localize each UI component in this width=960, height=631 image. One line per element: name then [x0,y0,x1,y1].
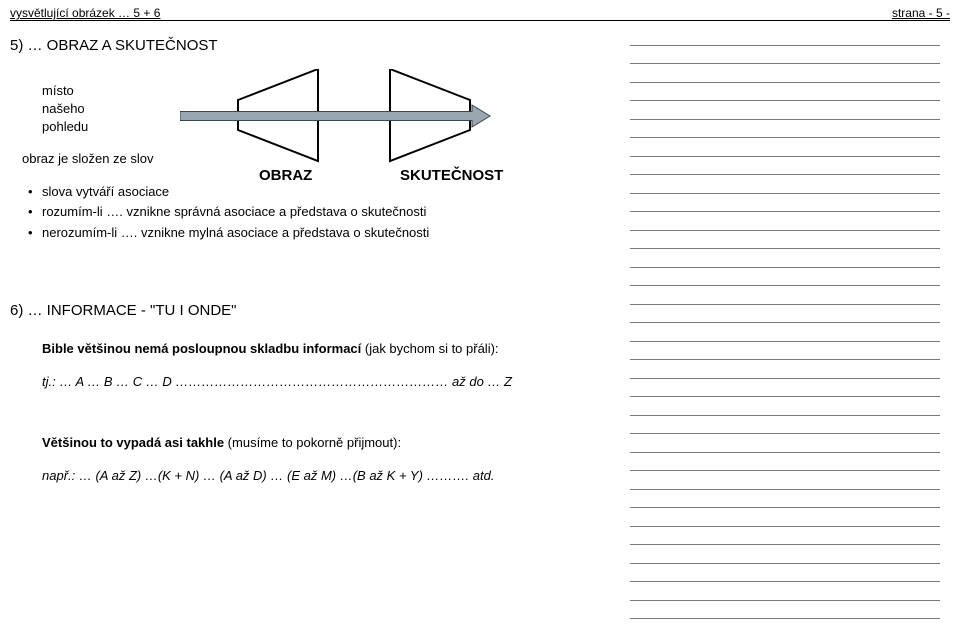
note-line [630,601,940,620]
note-line [630,305,940,324]
note-line [630,416,940,435]
note-line [630,564,940,583]
note-line [630,342,940,361]
note-line [630,508,940,527]
note-line [630,120,940,139]
bullet-item: slova vytváří asociace [28,182,630,203]
note-line [630,231,940,250]
bible-line: Bible většinou nemá posloupnou skladbu i… [42,341,630,356]
note-line [630,46,940,65]
note-line [630,64,940,83]
bullet-item: rozumím-li …. vznikne správná asociace a… [28,202,630,223]
vetsinou-bold: Většinou to vypadá asi takhle [42,435,224,450]
note-line [630,379,940,398]
note-line [630,527,940,546]
note-line [630,249,940,268]
note-line [630,360,940,379]
note-line [630,83,940,102]
note-line [630,453,940,472]
note-line [630,397,940,416]
note-line [630,434,940,453]
header-right: strana - 5 - [892,6,950,20]
obraz-skutecnost-diagram [180,69,520,169]
note-line [630,27,940,46]
napr-line: např.: … (A až Z) …(K + N) … (A až D) … … [42,468,630,483]
note-line [630,175,940,194]
note-line [630,157,940,176]
bible-bold: Bible většinou nemá posloupnou skladbu i… [42,341,361,356]
bullets-list: slova vytváří asociace rozumím-li …. vzn… [28,182,630,244]
note-line [630,268,940,287]
vetsinou-line: Většinou to vypadá asi takhle (musíme to… [42,435,630,450]
note-line [630,138,940,157]
note-line [630,323,940,342]
note-line [630,212,940,231]
vetsinou-rest: (musíme to pokorně přijmout): [224,435,401,450]
note-line [630,545,940,564]
notes-column [630,21,940,619]
section6-title: 6) … INFORMACE - "TU I ONDE" [10,302,630,319]
note-line [630,101,940,120]
note-line [630,194,940,213]
bullet-item: nerozumím-li …. vznikne mylná asociace a… [28,223,630,244]
section5-title: 5) … OBRAZ A SKUTEČNOST [10,37,630,54]
header-left: vysvětlující obrázek … 5 + 6 [10,6,160,20]
note-line [630,582,940,601]
note-line [630,471,940,490]
note-line [630,286,940,305]
tj-line: tj.: … A … B … C … D …………………………………………………… [42,374,630,389]
note-line [630,490,940,509]
bible-rest: (jak bychom si to přáli): [361,341,498,356]
